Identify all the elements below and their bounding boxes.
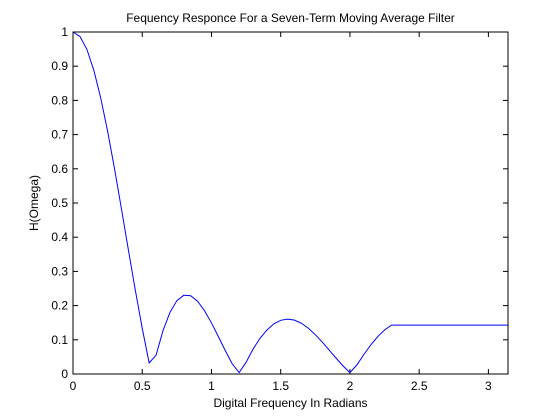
series-line bbox=[72, 31, 508, 374]
x-tick-label-1: 0.5 bbox=[134, 379, 151, 393]
y-axis-label: H(Omega) bbox=[27, 175, 41, 231]
y-tick-label-7: 0.7 bbox=[51, 128, 68, 142]
x-tick-label-5: 2.5 bbox=[411, 379, 428, 393]
y-tick-label-4: 0.4 bbox=[51, 230, 68, 244]
y-tick-label-1: 0.1 bbox=[51, 333, 68, 347]
plot-frame bbox=[72, 31, 509, 375]
x-tick-label-0: 0 bbox=[70, 379, 77, 393]
x-tick-label-3: 1.5 bbox=[272, 379, 289, 393]
y-tick-label-8: 0.8 bbox=[51, 93, 68, 107]
y-tick-label-2: 0.2 bbox=[51, 299, 68, 313]
y-tick-label-6: 0.6 bbox=[51, 162, 68, 176]
x-tick-label-2: 1 bbox=[208, 379, 215, 393]
y-tick-label-9: 0.9 bbox=[51, 59, 68, 73]
x-tick-label-6: 3 bbox=[485, 379, 492, 393]
ticks-layer: 0 0.5 1 1.5 2 2.5 3 0 0.1 0.2 0.3 0.4 0.5 0.6 0.7 0.8 0.… bbox=[51, 25, 508, 393]
plot-area bbox=[73, 32, 508, 374]
y-tick-label-5: 0.5 bbox=[51, 196, 68, 210]
chart-title: Fequency Responce For a Seven-Term Movin… bbox=[126, 11, 455, 25]
x-axis-label: Digital Frequency In Radians bbox=[213, 396, 367, 410]
y-tick-label-10: 1 bbox=[61, 25, 68, 39]
x-tick-label-4: 2 bbox=[347, 379, 354, 393]
y-tick-label-0: 0 bbox=[61, 367, 68, 381]
y-tick-label-3: 0.3 bbox=[51, 264, 68, 278]
